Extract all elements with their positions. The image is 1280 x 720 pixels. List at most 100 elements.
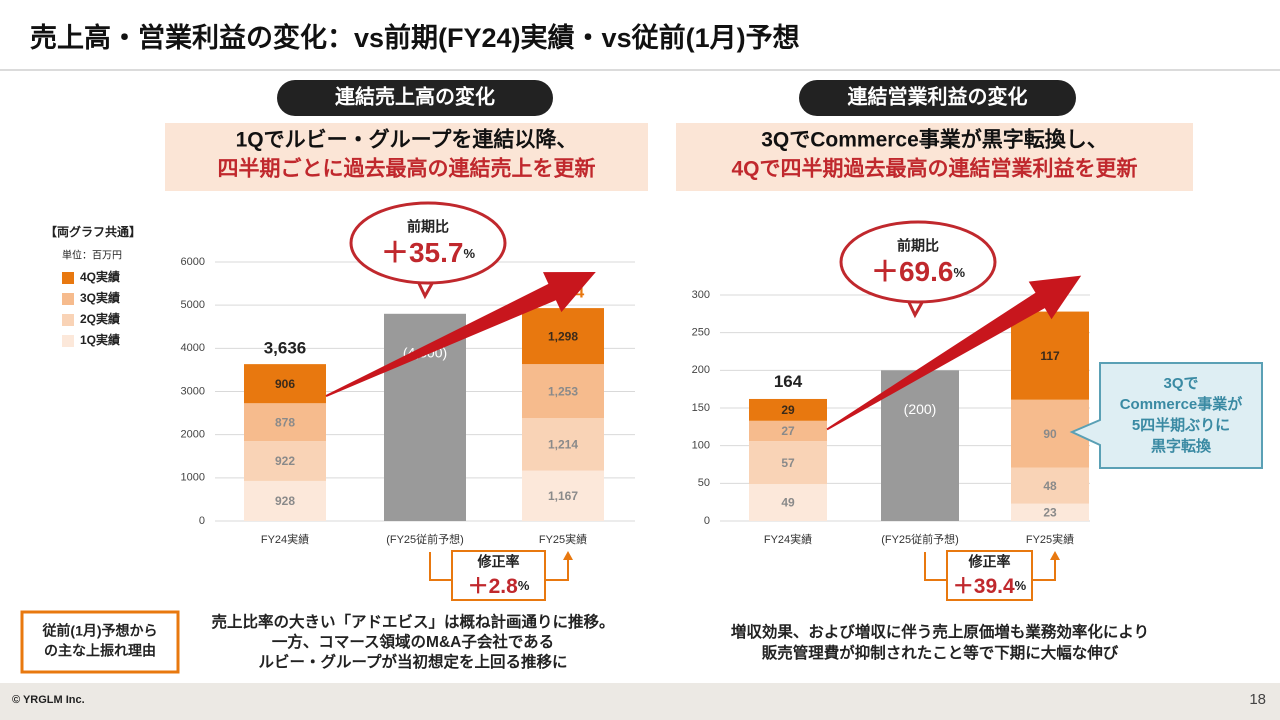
- y-tick-label: 4000: [181, 342, 205, 354]
- revision-label: 修正率: [968, 554, 1011, 570]
- bar-segment: [522, 470, 604, 521]
- callout-box: [1069, 362, 1263, 469]
- total-label: 164: [774, 372, 803, 391]
- revision-unit: %: [1015, 578, 1027, 593]
- bar-segment: [522, 418, 604, 471]
- reason-label: の主な上振れ理由: [44, 643, 156, 659]
- growth-value: ＋35.7: [381, 237, 464, 268]
- x-tick-label: (FY25従前予想): [386, 532, 464, 546]
- unit-label: 単位：百万円: [62, 249, 122, 262]
- reason-box: [20, 610, 180, 674]
- legend-header: 【両グラフ共通】: [45, 224, 141, 239]
- headline: 4Qで四半期過去最高の連結営業利益を更新: [731, 157, 1137, 181]
- note: ルビー・グループが当初想定を上回る推移に: [258, 652, 567, 671]
- y-tick-label: 300: [692, 289, 710, 301]
- headline: 3QでCommerce事業が黒字転換し、: [761, 128, 1108, 152]
- growth-arrow: [826, 275, 1082, 431]
- revision-line: [1032, 558, 1056, 581]
- callout-text: 3Qで: [1163, 375, 1198, 392]
- revision-arrowhead: [563, 551, 573, 560]
- growth-label: 前期比: [407, 219, 449, 235]
- x-tick-label: FY25実績: [1026, 532, 1074, 546]
- legend-swatch: [62, 335, 74, 347]
- data-label: 922: [275, 454, 295, 468]
- bar-segment: [1011, 503, 1089, 521]
- headline: 四半期ごとに過去最高の連結売上を更新: [218, 157, 596, 181]
- x-tick-label: FY24実績: [261, 532, 309, 546]
- data-label: 27: [781, 424, 795, 438]
- forecast-label: (200): [904, 401, 937, 417]
- data-label: 878: [275, 415, 295, 429]
- growth-value: ＋69.6: [871, 256, 954, 287]
- callout-text: Commerce事業が: [1120, 395, 1244, 413]
- bar-segment: [244, 480, 326, 521]
- revision-unit: %: [518, 578, 530, 593]
- legend-label: 2Q実績: [80, 311, 120, 326]
- section-badge-text: 連結営業利益の変化: [848, 84, 1028, 108]
- bar-segment: [749, 441, 827, 485]
- revision-arrowhead: [1050, 551, 1060, 560]
- data-label: 117: [1040, 349, 1060, 363]
- headline-box: [165, 123, 648, 191]
- y-tick-label: 1000: [181, 472, 205, 484]
- y-tick-label: 0: [199, 515, 205, 527]
- note: 売上比率の大きい「アドエビス」は概ね計画通りに推移。: [211, 612, 614, 631]
- legend-label: 4Q実績: [80, 269, 120, 284]
- y-tick-label: 0: [704, 515, 710, 527]
- headline-box: [676, 123, 1193, 191]
- data-label: 1,298: [548, 329, 578, 343]
- total-label: 3,636: [264, 339, 307, 358]
- legend-swatch: [62, 293, 74, 305]
- y-tick-label: 2000: [181, 429, 205, 441]
- data-label: 29: [781, 403, 795, 417]
- revision-box: [451, 550, 546, 601]
- data-label: 1,214: [548, 438, 578, 452]
- growth-arrow: [325, 272, 596, 397]
- slide-title: 売上高・営業利益の変化：vs前期(FY24)実績・vs従前(1月)予想: [30, 22, 800, 53]
- revision-line: [545, 558, 569, 581]
- data-label: 928: [275, 494, 295, 508]
- y-tick-label: 150: [692, 402, 710, 414]
- y-tick-label: 200: [692, 364, 710, 376]
- x-tick-label: (FY25従前予想): [881, 532, 959, 546]
- bar-segment: [1011, 467, 1089, 504]
- bubble: [349, 201, 507, 285]
- data-label: 1,167: [548, 489, 578, 503]
- y-tick-label: 100: [692, 440, 710, 452]
- page-number: 18: [1249, 691, 1266, 708]
- data-label: 1,253: [548, 384, 578, 398]
- growth-text: ＋69.6%: [871, 256, 966, 287]
- revision-label: 修正率: [477, 554, 520, 570]
- legend-swatch: [62, 314, 74, 326]
- growth-unit: %: [953, 265, 965, 280]
- growth-unit: %: [463, 246, 475, 261]
- callout-text: 5四半期ぶりに: [1132, 416, 1230, 434]
- y-tick-label: 6000: [181, 256, 205, 268]
- y-tick-label: 250: [692, 327, 710, 339]
- section-badge-text: 連結売上高の変化: [335, 84, 495, 108]
- revision-value: ＋2.8: [468, 575, 519, 598]
- revision-line: [924, 552, 947, 581]
- bar-segment: [244, 364, 326, 404]
- data-label: 23: [1043, 506, 1057, 520]
- y-tick-label: 5000: [181, 299, 205, 311]
- revision-value: ＋39.4: [953, 575, 1015, 598]
- reason-label: 従前(1月)予想から: [41, 623, 157, 639]
- bar-segment: [244, 403, 326, 442]
- section-badge: [277, 80, 553, 116]
- revision-text: ＋39.4%: [953, 575, 1027, 598]
- callout-text: 黒字転換: [1151, 437, 1212, 455]
- x-tick-label: FY25実績: [539, 532, 587, 546]
- note: 販売管理費が抑制されたこと等で下期に大幅な伸び: [762, 643, 1119, 662]
- note: 増収効果、および増収に伴う売上原価増も業務効率化により: [731, 622, 1149, 641]
- bubble: [839, 220, 997, 304]
- legend-label: 3Q実績: [80, 290, 120, 305]
- y-tick-label: 3000: [181, 385, 205, 397]
- footer-bar: [0, 683, 1280, 720]
- data-label: 57: [781, 456, 795, 470]
- growth-label: 前期比: [897, 238, 939, 254]
- revision-line: [429, 552, 452, 581]
- data-label: 90: [1043, 427, 1057, 441]
